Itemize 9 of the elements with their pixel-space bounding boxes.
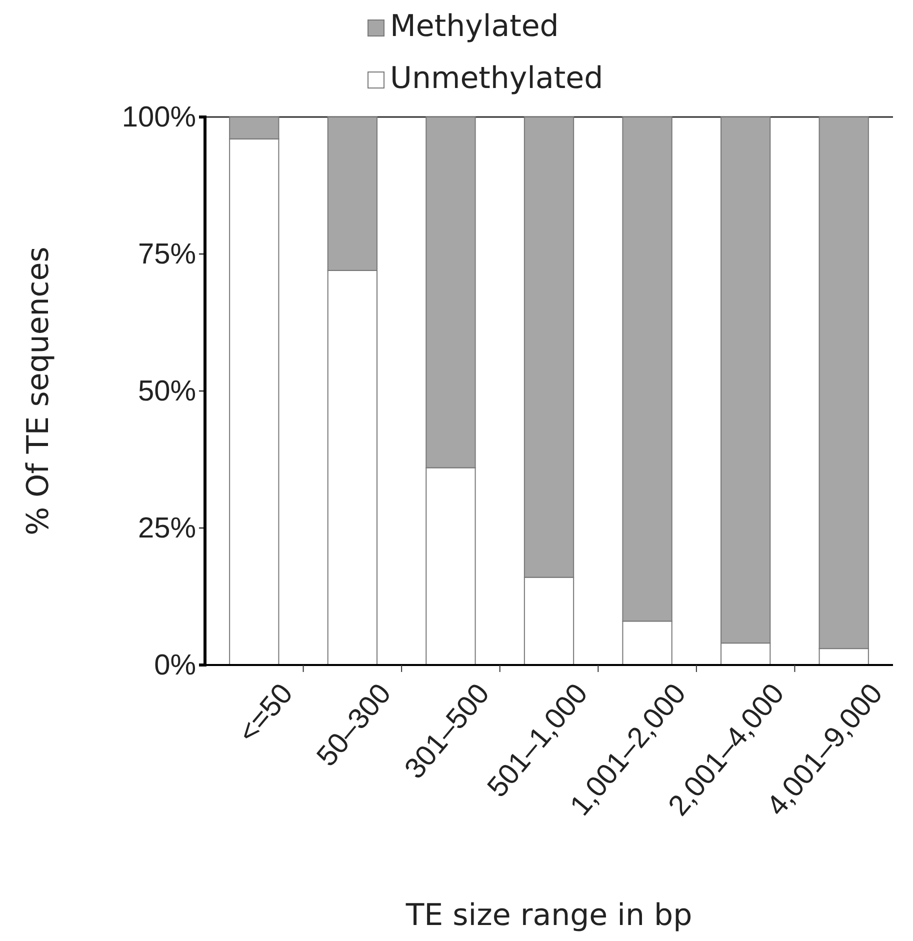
y-axis-title: % Of TE sequences bbox=[21, 246, 56, 536]
y-tick-label: 75% bbox=[138, 238, 196, 270]
y-tick-label: 100% bbox=[122, 101, 196, 134]
legend-label: Methylated bbox=[390, 9, 559, 44]
y-tick-label: 25% bbox=[138, 512, 196, 544]
legend-label: Unmethylated bbox=[390, 61, 604, 96]
y-tick-label: 50% bbox=[138, 375, 196, 408]
y-tick-label: 0% bbox=[154, 649, 196, 682]
x-axis-title: TE size range in bp bbox=[404, 898, 692, 933]
